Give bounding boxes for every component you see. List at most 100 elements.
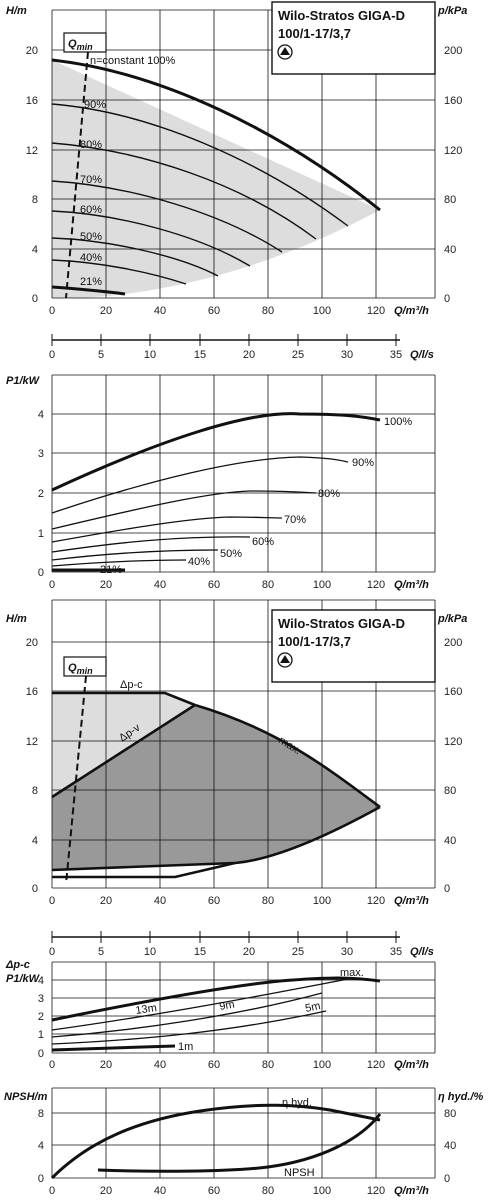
curve-100: [51, 58, 381, 212]
x-tick: 60: [208, 1185, 220, 1197]
y-tick: 0: [38, 1048, 44, 1060]
curve-50: [51, 237, 219, 277]
qmin-marker: Qmin: [63, 656, 107, 885]
chart-title: Wilo-Stratos GIGA-D: [278, 616, 405, 631]
y-tick: 0: [32, 883, 38, 895]
y2-tick: 80: [444, 1108, 456, 1120]
x-tick: 20: [100, 1185, 112, 1197]
series-label: 70%: [284, 514, 306, 526]
x-axis-label: Q/m³/h: [394, 1185, 429, 1197]
series-label: 50%: [80, 231, 102, 243]
power-100: [51, 412, 381, 492]
x2-tick: 35: [390, 946, 402, 958]
y-tick: 8: [32, 785, 38, 797]
dpv-area: [52, 705, 380, 870]
y2-tick: 80: [444, 194, 456, 206]
y-axis-label-top: Δp-c: [5, 959, 30, 971]
series-label: 60%: [80, 204, 102, 216]
speed-curves: [51, 58, 381, 296]
x-tick: 120: [367, 1059, 385, 1071]
y2-tick: 120: [444, 736, 462, 748]
x2-tick: 20: [243, 349, 255, 361]
series-label: 5m: [304, 1000, 321, 1015]
x2-tick: 15: [194, 349, 206, 361]
x-tick: 100: [313, 579, 331, 591]
x-tick: 20: [100, 895, 112, 907]
y2-tick: 120: [444, 145, 462, 157]
series-label: 1m: [178, 1041, 193, 1053]
y2-tick: 40: [444, 835, 456, 847]
x-tick: 80: [262, 1059, 274, 1071]
power-9m: [51, 992, 323, 1038]
y-tick: 4: [32, 835, 38, 847]
y-tick: 0: [38, 567, 44, 579]
y-axis-label: H/m: [6, 613, 27, 625]
npsh-curve: [97, 1113, 382, 1173]
y-axis-label: H/m: [6, 5, 27, 17]
y-tick: 2: [38, 1011, 44, 1023]
y2-axis-label: η hyd./%: [438, 1091, 483, 1103]
power-80: [51, 490, 317, 530]
y-tick: 3: [38, 448, 44, 460]
power-70: [51, 516, 283, 543]
curve-60: [51, 210, 251, 267]
gridlines: [51, 9, 436, 299]
x2-tick: 0: [49, 349, 55, 361]
series-label: 100%: [384, 416, 412, 428]
y-tick: 1: [38, 1029, 44, 1041]
power-50: [51, 549, 219, 561]
power-1m: [51, 1044, 176, 1052]
series-label: max.: [340, 967, 364, 979]
y2-tick: 40: [444, 244, 456, 256]
x-tick: 40: [154, 1059, 166, 1071]
x-tick: 20: [100, 579, 112, 591]
y-axis-label: P1/kW: [6, 973, 41, 985]
x2-tick: 10: [144, 349, 156, 361]
dpv-line: [51, 703, 196, 799]
y-tick: 16: [26, 686, 38, 698]
y-tick: 8: [38, 1108, 44, 1120]
series-label: 90%: [352, 457, 374, 469]
power-90: [51, 456, 349, 514]
x-tick: 100: [313, 305, 331, 317]
x2-tick: 35: [390, 349, 402, 361]
series-label: n=constant 100%: [90, 55, 176, 67]
x-tick: 20: [100, 1059, 112, 1071]
chart-title: Wilo-Stratos GIGA-D: [278, 8, 405, 23]
y2-tick: 80: [444, 785, 456, 797]
x2-tick: 5: [98, 946, 104, 958]
efficiency-curve: [50, 1103, 381, 1180]
series-label: 60%: [252, 536, 274, 548]
x2-tick: 30: [341, 349, 353, 361]
chart-head-dp: Wilo-Stratos GIGA-D 100/1-17/3,7 0 4 8 1…: [6, 599, 467, 958]
y-tick: 8: [32, 194, 38, 206]
y-tick: 20: [26, 637, 38, 649]
y-tick: 0: [32, 293, 38, 305]
power-40: [51, 559, 187, 567]
series-label: NPSH: [284, 1167, 315, 1179]
x-tick: 100: [313, 895, 331, 907]
x-tick: 0: [49, 579, 55, 591]
series-label: 90%: [84, 99, 106, 111]
chart-head-speed: Wilo-Stratos GIGA-D 100/1-17/3,7 0 4 8 1…: [6, 1, 467, 361]
x-tick: 60: [208, 895, 220, 907]
max-curve: [194, 703, 381, 809]
x-axis-label: Q/m³/h: [394, 895, 429, 907]
curve-90: [51, 103, 349, 227]
dpc-label: Δp-c: [120, 679, 143, 691]
curve-40: [51, 259, 187, 285]
y-tick: 2: [38, 488, 44, 500]
series-label: 13m: [135, 1002, 158, 1017]
x-axis-label: Q/m³/h: [394, 305, 429, 317]
series-label: 40%: [188, 556, 210, 568]
y2-tick: 160: [444, 95, 462, 107]
x-axis-label: Q/m³/h: [394, 1059, 429, 1071]
y2-tick: 200: [444, 637, 462, 649]
x-tick: 80: [262, 305, 274, 317]
series-label: η hyd.: [282, 1097, 312, 1109]
x-tick: 0: [49, 1185, 55, 1197]
y-axis-label: NPSH/m: [4, 1091, 48, 1103]
x2-tick: 15: [194, 946, 206, 958]
x-tick: 80: [262, 895, 274, 907]
x-tick: 120: [367, 1185, 385, 1197]
